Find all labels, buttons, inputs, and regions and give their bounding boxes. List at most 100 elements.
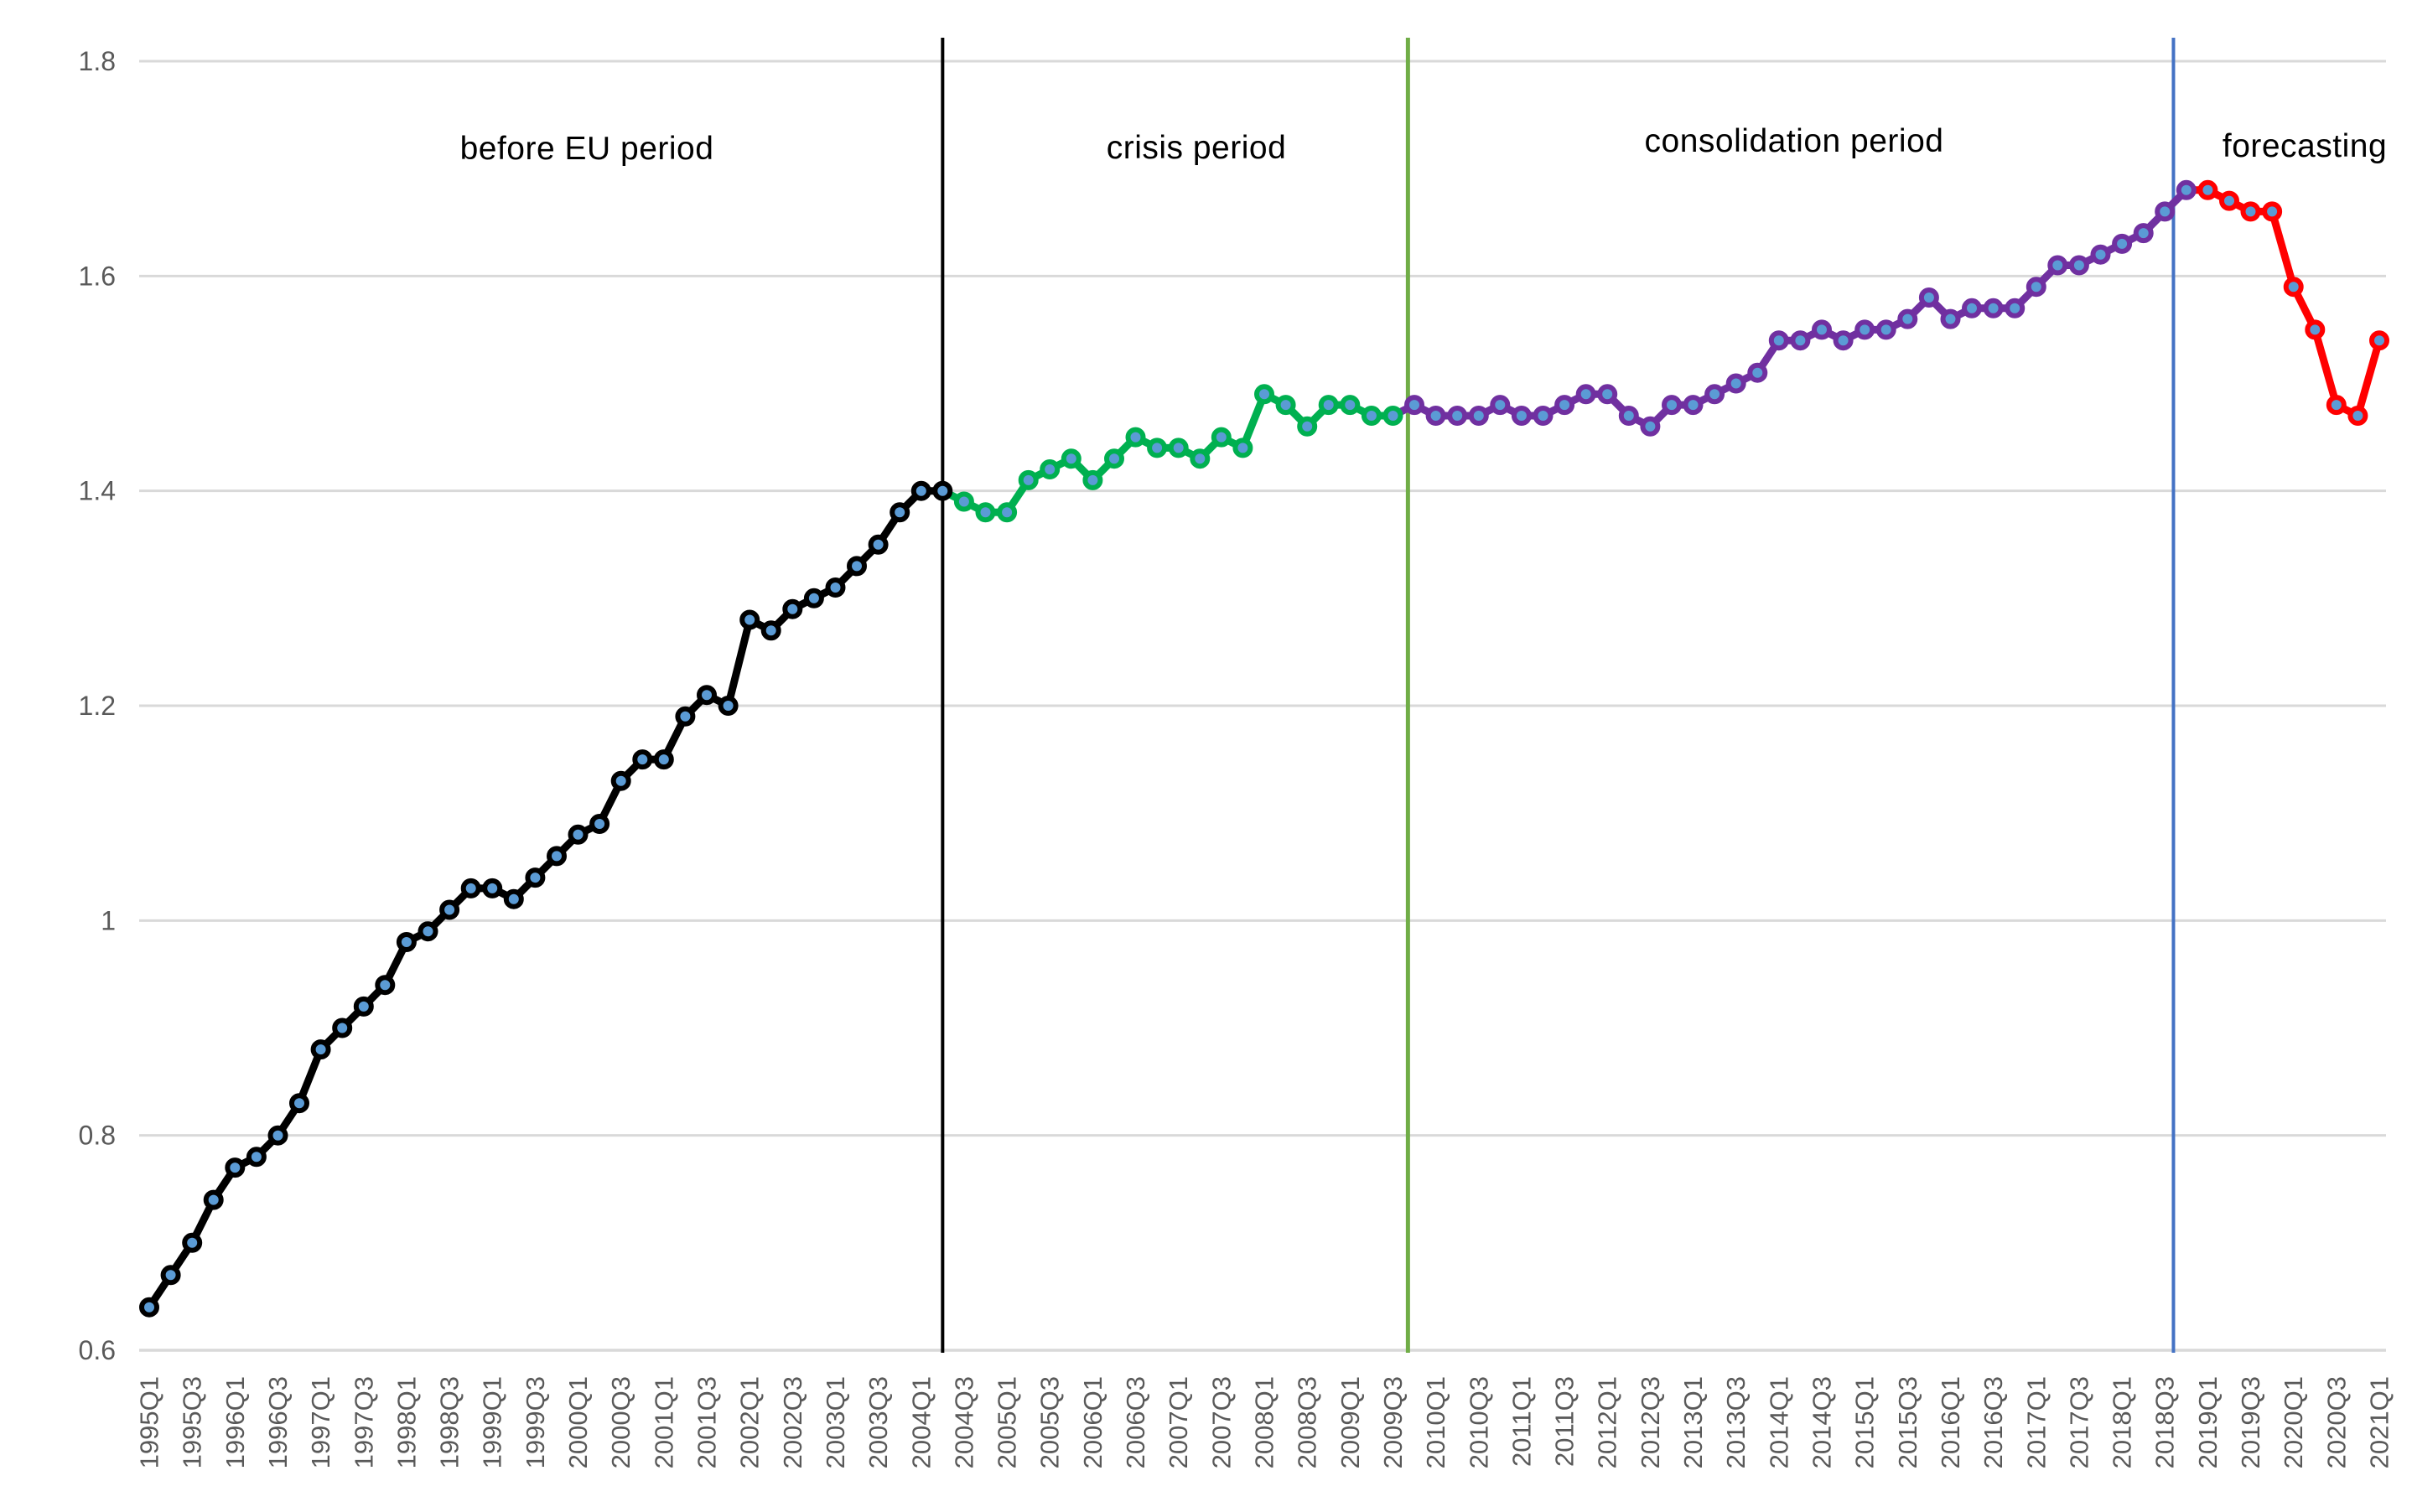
- y-tick-label: 1.8: [79, 46, 116, 76]
- data-point: [267, 1125, 288, 1146]
- x-tick-label: 2001Q1: [649, 1376, 678, 1468]
- data-point: [589, 814, 610, 834]
- x-tick-label: 1996Q1: [220, 1376, 250, 1468]
- data-point: [2026, 277, 2046, 298]
- data-point: [396, 932, 417, 952]
- data-point: [375, 975, 396, 996]
- x-tick-label: 2018Q3: [2150, 1376, 2180, 1468]
- x-tick-label: 2008Q1: [1250, 1376, 1279, 1468]
- x-tick-label: 2006Q3: [1121, 1376, 1150, 1468]
- data-point: [1082, 469, 1103, 490]
- x-tick-label: 1998Q1: [392, 1376, 421, 1468]
- data-point: [1147, 438, 1168, 458]
- data-point: [1168, 438, 1189, 458]
- data-point: [2197, 179, 2218, 200]
- y-tick-label: 0.6: [79, 1335, 116, 1365]
- x-tick-label: 2018Q1: [2108, 1376, 2137, 1468]
- data-point: [2369, 330, 2389, 351]
- x-tick-label: 2014Q3: [1808, 1376, 1837, 1468]
- data-point: [1297, 416, 1318, 437]
- data-point: [1382, 406, 1403, 426]
- data-point: [910, 480, 931, 501]
- data-point: [697, 685, 717, 706]
- data-point: [139, 1297, 159, 1318]
- y-tick-label: 1.2: [79, 691, 116, 721]
- x-tick-label: 2017Q1: [2021, 1376, 2051, 1468]
- x-tick-label: 2007Q3: [1206, 1376, 1236, 1468]
- data-point: [739, 609, 760, 630]
- x-tick-label: 2012Q3: [1636, 1376, 1665, 1468]
- data-point: [825, 577, 846, 598]
- data-point: [2005, 298, 2026, 318]
- data-point: [1554, 395, 1575, 416]
- data-point: [482, 878, 503, 898]
- x-tick-label: 2013Q1: [1678, 1376, 1708, 1468]
- data-point: [1533, 406, 1554, 426]
- data-point: [2090, 244, 2111, 265]
- data-point: [1704, 384, 1725, 405]
- data-point: [1597, 384, 1618, 405]
- data-point: [2133, 223, 2154, 244]
- x-tick-label: 2013Q3: [1721, 1376, 1751, 1468]
- period-label-before-eu: before EU period: [459, 131, 714, 167]
- data-point: [1061, 448, 1082, 469]
- data-point: [1683, 395, 1704, 416]
- x-tick-label: 2005Q1: [993, 1376, 1022, 1468]
- data-point: [182, 1232, 203, 1253]
- x-tick-label: 2016Q3: [1979, 1376, 2008, 1468]
- x-tick-label: 2009Q1: [1336, 1376, 1365, 1468]
- data-point: [1768, 330, 1789, 351]
- data-point: [1640, 416, 1661, 437]
- data-point: [1125, 427, 1146, 448]
- x-tick-label: 2015Q1: [1850, 1376, 1880, 1468]
- x-tick-label: 2003Q1: [821, 1376, 850, 1468]
- data-point: [1575, 384, 1596, 405]
- x-tick-label: 2000Q1: [563, 1376, 593, 1468]
- data-point: [1254, 384, 1274, 405]
- data-point: [1040, 459, 1061, 479]
- data-point: [1211, 427, 1232, 448]
- data-point: [632, 749, 653, 770]
- data-point: [2262, 201, 2283, 222]
- data-point: [1962, 298, 1982, 318]
- x-tick-label: 2010Q3: [1464, 1376, 1493, 1468]
- data-point: [160, 1265, 181, 1286]
- y-tick-label: 0.8: [79, 1121, 116, 1151]
- data-point: [653, 749, 674, 770]
- data-point: [353, 996, 374, 1017]
- data-point: [1425, 406, 1446, 426]
- data-point: [760, 620, 781, 641]
- period-separators: [941, 38, 2176, 1353]
- series-line-before-EU-period: [145, 487, 947, 1312]
- x-tick-label: 2016Q1: [1936, 1376, 1965, 1468]
- data-point: [1662, 395, 1682, 416]
- x-tick-label: 2015Q3: [1893, 1376, 1922, 1468]
- x-tick-label: 2002Q3: [778, 1376, 807, 1468]
- data-point: [1490, 395, 1511, 416]
- x-tick-label: 2009Q3: [1378, 1376, 1408, 1468]
- series-line-crisis-period: [938, 390, 1397, 516]
- x-tick-label: 2008Q3: [1293, 1376, 1322, 1468]
- data-point: [1511, 406, 1532, 426]
- markers-consolidation-period: [1404, 179, 2197, 437]
- data-point: [1918, 287, 1939, 308]
- data-point: [225, 1157, 246, 1178]
- data-point: [1318, 395, 1339, 416]
- x-tick-label: 1999Q1: [478, 1376, 507, 1468]
- data-point: [1361, 406, 1382, 426]
- data-point: [246, 1147, 267, 1168]
- data-point: [2155, 201, 2176, 222]
- data-point: [997, 502, 1018, 523]
- data-point: [203, 1189, 224, 1210]
- data-point: [1190, 448, 1211, 469]
- data-point: [610, 770, 631, 791]
- data-point: [932, 480, 953, 501]
- data-point: [1812, 319, 1832, 340]
- data-point: [439, 899, 460, 920]
- data-point: [675, 706, 696, 727]
- x-tick-label: 2004Q3: [949, 1376, 978, 1468]
- data-point: [1018, 469, 1039, 490]
- data-point: [310, 1039, 331, 1060]
